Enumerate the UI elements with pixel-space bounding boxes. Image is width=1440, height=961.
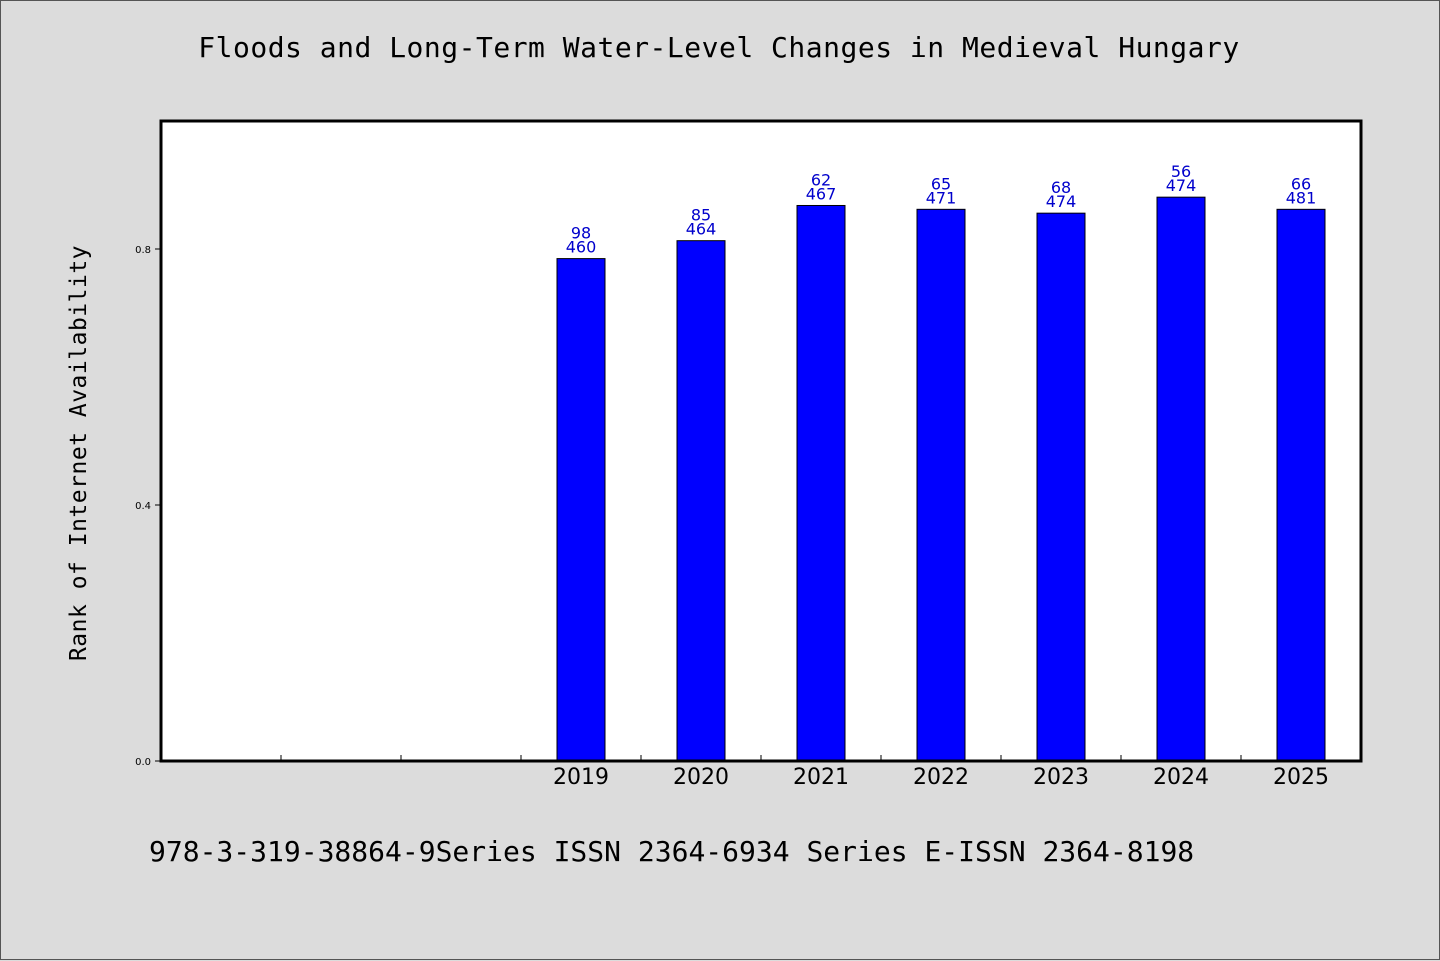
bar-2020 — [676, 240, 726, 762]
bar-2019 — [556, 258, 606, 762]
bar-2022 — [916, 208, 966, 762]
bar-label-bottom: 464 — [686, 220, 717, 239]
bar-label-bottom: 474 — [1166, 176, 1197, 195]
bar-2021 — [796, 204, 846, 762]
x-tick-label: 2024 — [1153, 765, 1209, 790]
bar-label-top: 66 — [1291, 174, 1311, 193]
bar-2025 — [1276, 208, 1326, 762]
bar-label-top: 98 — [571, 224, 591, 243]
plot-border — [159, 119, 1363, 763]
bar-label-top: 68 — [1051, 178, 1071, 197]
y-tick-label: 0.4 — [135, 501, 151, 512]
x-tick-label: 2020 — [673, 765, 729, 790]
footer-isbn-text: 978-3-319-38864-9Series ISSN 2364-6934 S… — [149, 835, 1195, 868]
bar-label-top: 85 — [691, 206, 711, 225]
x-tick-label: 2025 — [1273, 765, 1329, 790]
x-tick-label: 2021 — [793, 765, 849, 790]
bar-label-bottom: 467 — [806, 184, 837, 203]
y-tick-label: 0.0 — [135, 757, 151, 768]
bar-label-bottom: 460 — [566, 238, 597, 257]
bar-2024 — [1156, 196, 1206, 762]
bar-label-bottom: 474 — [1046, 192, 1077, 211]
y-tick-label: 0.8 — [135, 245, 151, 256]
chart-title: Floods and Long-Term Water-Level Changes… — [198, 31, 1240, 64]
bar-label-top: 56 — [1171, 162, 1191, 181]
x-tick-label: 2019 — [553, 765, 609, 790]
bar-label-bottom: 471 — [926, 188, 957, 207]
bar-label-top: 65 — [931, 174, 951, 193]
bar-2023 — [1036, 212, 1086, 762]
bar-label-bottom: 481 — [1286, 188, 1317, 207]
x-tick-label: 2022 — [913, 765, 969, 790]
bar-label-top: 62 — [811, 170, 831, 189]
x-tick-label: 2023 — [1033, 765, 1089, 790]
